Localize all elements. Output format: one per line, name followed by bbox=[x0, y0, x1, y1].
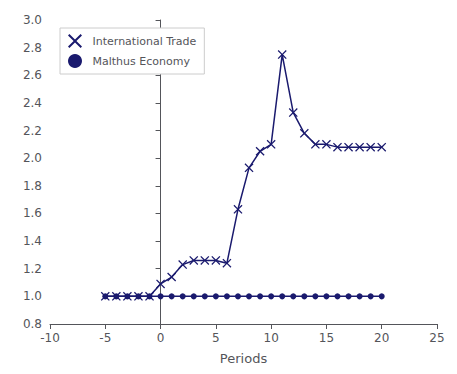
svg-text:3.0: 3.0 bbox=[23, 13, 42, 27]
svg-text:2.2: 2.2 bbox=[23, 124, 42, 138]
svg-text:0.8: 0.8 bbox=[23, 317, 42, 331]
svg-text:-10: -10 bbox=[40, 331, 60, 345]
svg-text:Periods: Periods bbox=[220, 351, 268, 366]
svg-text:International Trade: International Trade bbox=[93, 35, 197, 48]
svg-text:1.6: 1.6 bbox=[23, 206, 42, 220]
svg-text:5: 5 bbox=[212, 331, 220, 345]
svg-text:1.0: 1.0 bbox=[23, 289, 42, 303]
svg-text:Malthus Economy: Malthus Economy bbox=[93, 55, 191, 68]
svg-text:-5: -5 bbox=[99, 331, 111, 345]
svg-text:20: 20 bbox=[374, 331, 389, 345]
svg-text:2.4: 2.4 bbox=[23, 96, 42, 110]
svg-text:1.2: 1.2 bbox=[23, 262, 42, 276]
svg-text:2.6: 2.6 bbox=[23, 68, 42, 82]
svg-text:15: 15 bbox=[319, 331, 334, 345]
svg-text:0: 0 bbox=[157, 331, 165, 345]
svg-text:10: 10 bbox=[264, 331, 279, 345]
svg-text:1.8: 1.8 bbox=[23, 179, 42, 193]
svg-text:1.4: 1.4 bbox=[23, 234, 42, 248]
svg-text:2.8: 2.8 bbox=[23, 41, 42, 55]
svg-text:2.0: 2.0 bbox=[23, 151, 42, 165]
svg-text:25: 25 bbox=[429, 331, 444, 345]
